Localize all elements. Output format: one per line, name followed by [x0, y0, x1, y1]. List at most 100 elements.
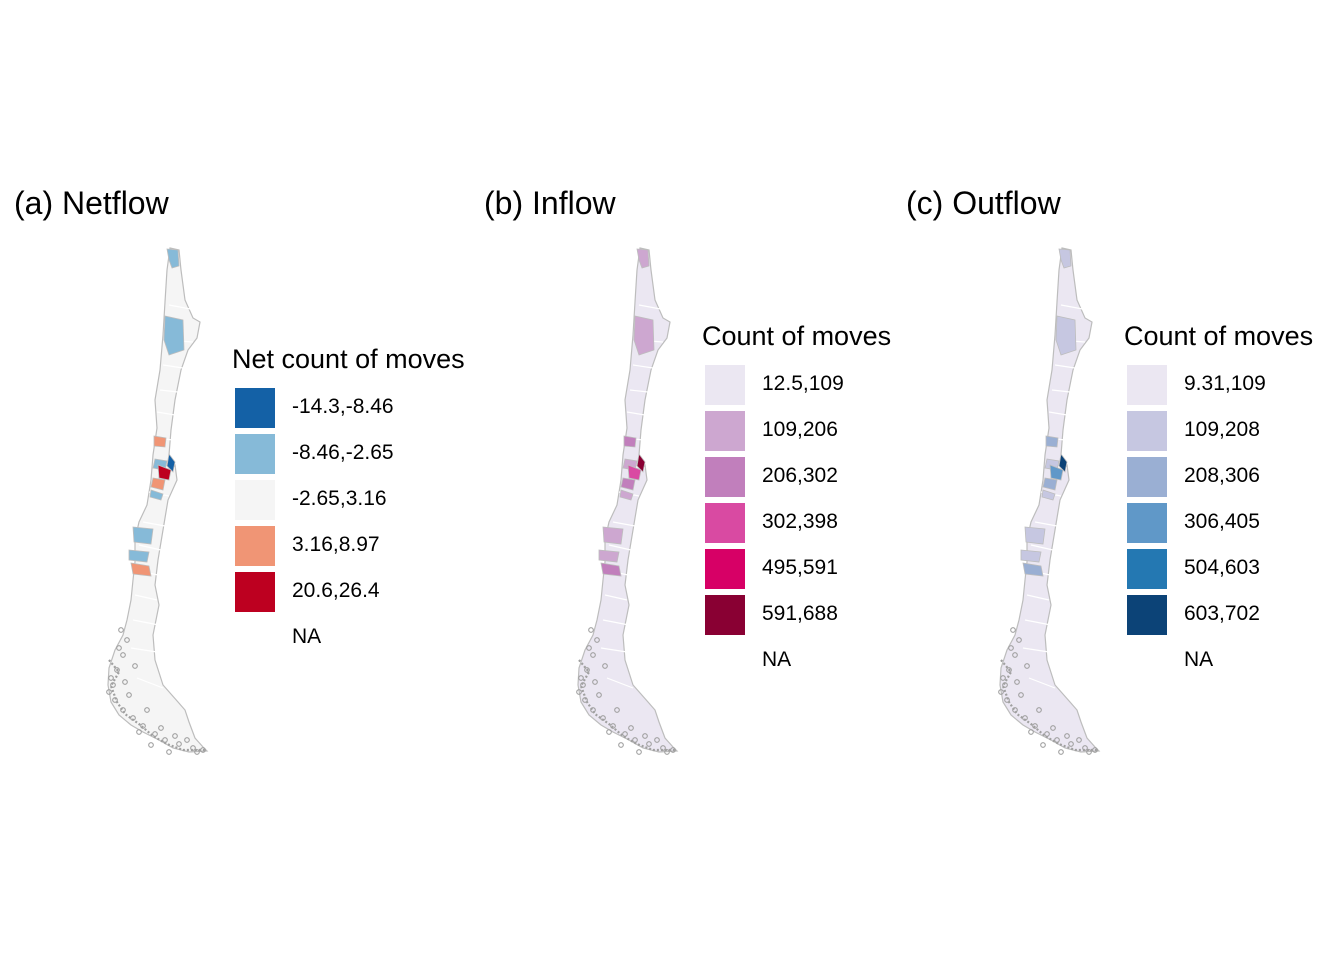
- island-mark: [628, 725, 634, 731]
- region-border: [1034, 521, 1058, 527]
- island-mark: [596, 692, 602, 698]
- island-mark: [1068, 741, 1074, 747]
- island-mark: [1028, 729, 1034, 735]
- legend-item: 109,206: [702, 408, 891, 454]
- region-border: [142, 521, 166, 527]
- island-mark: [1002, 682, 1008, 688]
- island-mark: [194, 749, 200, 755]
- legend-swatch: [705, 365, 745, 405]
- legend-item: 12.5,109: [702, 362, 891, 408]
- panel-title: (b) Inflow: [484, 185, 616, 221]
- legend-label: NA: [762, 648, 792, 671]
- region-highlight: [1020, 549, 1042, 563]
- legend-item: 495,591: [702, 546, 891, 592]
- panel-outflow: (c) Outflow Count of moves 9.31,109 109,2…: [896, 0, 1344, 960]
- legend-item: 591,688: [702, 592, 891, 638]
- island-mark: [1016, 637, 1022, 643]
- region-border: [604, 594, 628, 601]
- legend-items: 12.5,109 109,206 206,302 302,398 495,591 591,…: [702, 362, 891, 684]
- legend-item: 206,302: [702, 454, 891, 500]
- region-border: [1024, 619, 1052, 626]
- legend-item: NA: [232, 615, 465, 661]
- region-highlight: [153, 435, 167, 448]
- island-mark: [1012, 652, 1018, 658]
- island-mark: [172, 733, 178, 739]
- legend-label: 20.6,26.4: [292, 579, 380, 602]
- legend-item: 9.31,109: [1124, 362, 1313, 408]
- region-border: [168, 304, 197, 311]
- legend-label: 591,688: [762, 602, 838, 625]
- island-mark: [594, 637, 600, 643]
- legend-swatch: [1127, 411, 1167, 451]
- region-highlight: [1024, 526, 1046, 545]
- region-border: [1060, 304, 1089, 311]
- legend-label: 9.31,109: [1184, 372, 1266, 395]
- region-highlight: [130, 562, 152, 577]
- region-highlight: [633, 315, 655, 356]
- panel-title: (c) Outflow: [906, 185, 1061, 221]
- legend-swatch: [705, 411, 745, 451]
- legend-label: 208,306: [1184, 464, 1260, 487]
- legend-item: NA: [702, 638, 891, 684]
- region-highlight: [598, 549, 620, 563]
- island-mark: [606, 729, 612, 735]
- legend-inflow: Count of moves 12.5,109 109,206 206,302 302…: [702, 320, 891, 684]
- island-mark: [136, 729, 142, 735]
- legend-swatch: [1127, 595, 1167, 635]
- country-outline: [577, 247, 679, 753]
- country-outline: [107, 247, 209, 753]
- island-mark: [184, 737, 190, 743]
- island-mark: [114, 667, 120, 673]
- legend-swatch: [705, 641, 745, 681]
- chile-map-outflow: [998, 247, 1101, 755]
- region-highlight: [619, 489, 634, 501]
- region-highlight: [150, 477, 166, 491]
- region-border: [136, 677, 164, 689]
- legend-label: 109,208: [1184, 418, 1260, 441]
- region-highlight: [149, 489, 164, 501]
- legend-item: -8.46,-2.65: [232, 431, 465, 477]
- legend-swatch: [235, 572, 275, 612]
- legend-label: -8.46,-2.65: [292, 441, 394, 464]
- island-mark: [586, 645, 592, 651]
- island-mark: [124, 637, 130, 643]
- island-mark: [584, 667, 590, 673]
- island-mark: [1064, 733, 1070, 739]
- legend-label: 3.16,8.97: [292, 533, 380, 556]
- legend-swatch: [1127, 549, 1167, 589]
- legend-label: 504,603: [1184, 556, 1260, 579]
- legend-item: 3.16,8.97: [232, 523, 465, 569]
- island-mark: [664, 749, 670, 755]
- island-mark: [108, 675, 114, 681]
- island-mark: [1036, 707, 1042, 713]
- region-border: [162, 364, 184, 369]
- island-mark: [158, 725, 164, 731]
- island-mark: [166, 749, 172, 755]
- legend-item: 306,405: [1124, 500, 1313, 546]
- legend-item: 20.6,26.4: [232, 569, 465, 615]
- region-highlight: [1049, 464, 1064, 481]
- island-mark: [176, 741, 182, 747]
- region-border: [606, 677, 634, 689]
- region-highlight: [627, 464, 642, 481]
- island-mark: [588, 627, 594, 633]
- legend-label: 495,591: [762, 556, 838, 579]
- region-border: [159, 389, 179, 393]
- island-mark: [144, 707, 150, 713]
- region-border: [156, 411, 176, 416]
- island-mark: [1082, 745, 1088, 751]
- island-mark: [1010, 627, 1016, 633]
- island-mark: [106, 689, 112, 695]
- island-mark: [116, 645, 122, 651]
- legend-swatch: [235, 526, 275, 566]
- region-highlight: [166, 248, 180, 269]
- region-highlight: [1058, 453, 1068, 473]
- region-highlight: [1041, 489, 1056, 501]
- island-mark: [590, 652, 596, 658]
- island-mark: [1024, 663, 1030, 669]
- legend-label: -2.65,3.16: [292, 487, 387, 510]
- chile-map-inflow: [576, 247, 679, 755]
- island-mark: [148, 742, 154, 748]
- legend-label: 206,302: [762, 464, 838, 487]
- legend-swatch: [705, 457, 745, 497]
